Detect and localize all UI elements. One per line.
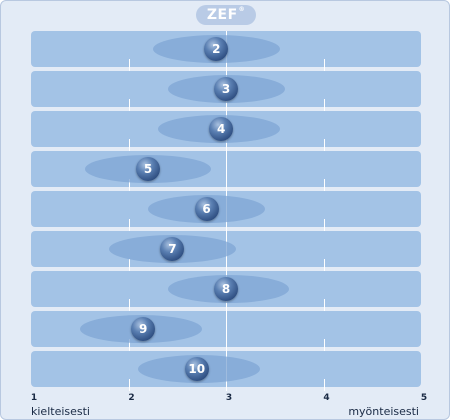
grid-tick-mark (324, 339, 325, 351)
data-point-7[interactable]: 7 (160, 237, 185, 261)
grid-tick-mark (129, 179, 130, 191)
grid-tick-mark (129, 99, 130, 111)
grid-tick-mark (324, 259, 325, 271)
brand-logo: ZEF® (196, 5, 256, 25)
x-tick-label: 1 (30, 393, 38, 403)
grid-tick-mark (129, 219, 130, 231)
data-point-9[interactable]: 9 (131, 317, 156, 341)
grid-tick-mark (129, 339, 130, 351)
grid-tick-mark (324, 139, 325, 151)
x-tick-label: 4 (323, 393, 330, 403)
grid-tick-mark (324, 379, 325, 391)
data-point-10[interactable]: 10 (184, 357, 209, 381)
brand-name: ZEF (206, 7, 238, 23)
x-tick-label: 3 (225, 393, 233, 403)
data-point-3[interactable]: 3 (214, 77, 238, 101)
brand-registered-mark: ® (238, 6, 246, 13)
data-point-2[interactable]: 2 (204, 37, 229, 61)
data-point-4[interactable]: 4 (209, 117, 234, 141)
data-point-8[interactable]: 8 (214, 277, 238, 301)
grid-tick-mark (129, 59, 130, 71)
x-tick-label: 5 (420, 393, 428, 403)
x-axis-label-left: kielteisesti (31, 405, 90, 418)
data-point-6[interactable]: 6 (194, 197, 219, 221)
grid-tick-mark (324, 99, 325, 111)
grid-tick-mark (324, 179, 325, 191)
grid-tick-mark (129, 139, 130, 151)
grid-tick-mark (324, 59, 325, 71)
data-point-5[interactable]: 5 (136, 157, 160, 181)
grid-tick-mark (129, 379, 130, 391)
grid-tick-mark (129, 259, 130, 271)
plot-area: 2 3 4 5 6 7 8 9 10 (31, 31, 421, 391)
grid-tick-mark (129, 299, 130, 311)
grid-tick-mark (324, 299, 325, 311)
x-axis-label-right: myönteisesti (348, 405, 419, 418)
x-tick-label: 2 (128, 393, 135, 403)
grid-tick-mark (324, 219, 325, 231)
